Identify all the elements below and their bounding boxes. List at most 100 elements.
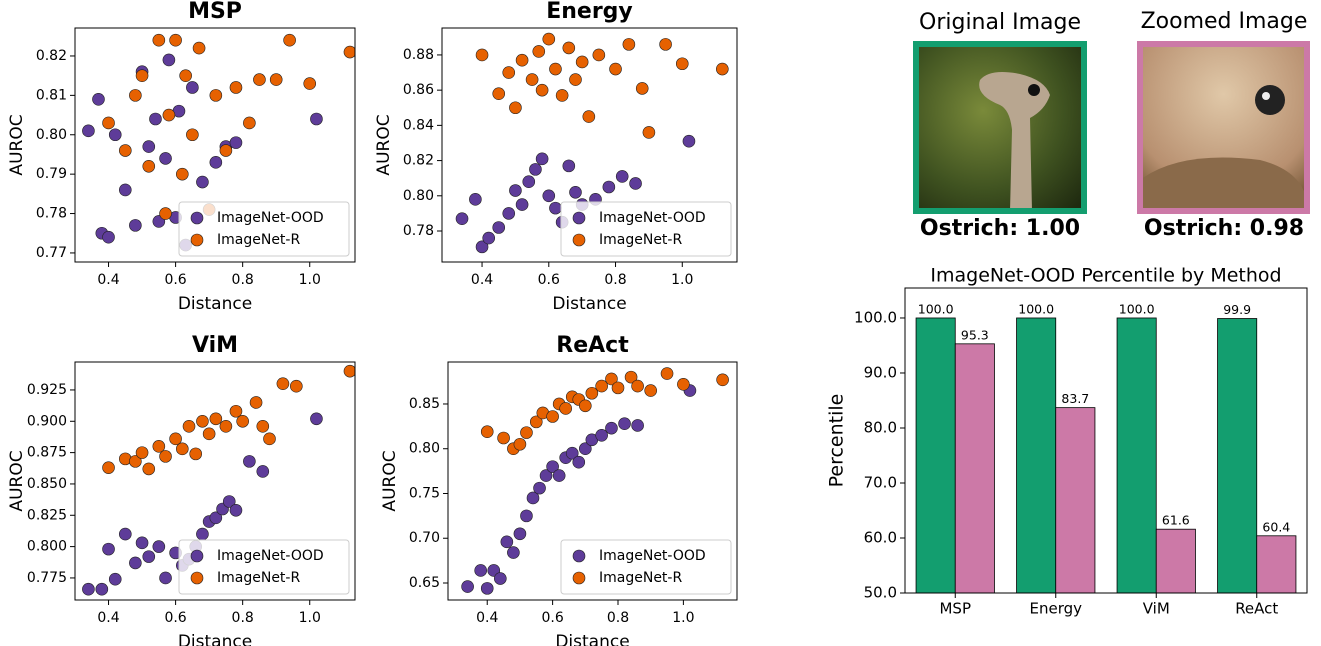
value-label: 61.6 — [1162, 513, 1190, 528]
point — [343, 45, 355, 59]
point — [515, 53, 529, 67]
bar — [1155, 528, 1196, 594]
point — [605, 421, 618, 435]
point — [256, 465, 270, 478]
point — [283, 33, 296, 47]
x-tick-label: 0.4 — [97, 272, 119, 288]
point — [522, 175, 536, 189]
y-tick-label: 0.75 — [409, 485, 440, 501]
point — [609, 62, 622, 76]
point — [142, 462, 156, 476]
point — [196, 175, 209, 189]
point — [475, 48, 489, 62]
point — [595, 379, 608, 393]
x-tick-label: 1.0 — [299, 610, 321, 626]
point — [539, 469, 553, 482]
bar — [915, 317, 956, 594]
legend-label: ImageNet-OOD — [217, 210, 324, 226]
legend-label: ImageNet-OOD — [599, 210, 706, 226]
point — [526, 491, 540, 505]
point — [549, 201, 562, 215]
point — [475, 240, 489, 254]
point — [102, 542, 115, 556]
point — [263, 432, 276, 446]
point — [480, 425, 494, 439]
point — [675, 57, 689, 71]
point — [159, 207, 172, 220]
point — [82, 582, 95, 596]
point — [209, 89, 223, 102]
point — [629, 177, 642, 190]
point — [142, 159, 156, 173]
point — [579, 442, 592, 456]
x-tick-label: Energy — [1029, 600, 1082, 618]
point — [95, 582, 109, 596]
point — [659, 38, 672, 51]
x-tick-label: 0.4 — [97, 610, 119, 626]
y-axis-label: AUROC — [7, 114, 27, 175]
point — [579, 399, 592, 413]
legend-label: ImageNet-R — [217, 232, 300, 248]
point — [542, 189, 556, 203]
image-caption: Ostrich: 1.00 — [920, 216, 1080, 241]
bar — [1217, 318, 1258, 594]
point — [482, 231, 496, 245]
bar — [954, 343, 995, 594]
point — [682, 134, 696, 148]
point — [243, 455, 256, 468]
point — [502, 66, 516, 79]
point — [135, 446, 149, 459]
point — [644, 384, 657, 397]
point — [129, 89, 142, 102]
point — [202, 427, 216, 441]
legend-label: ImageNet-OOD — [599, 548, 706, 564]
point — [585, 386, 599, 400]
legend-box — [560, 539, 732, 595]
point — [229, 136, 243, 149]
point — [243, 116, 256, 130]
frame — [904, 287, 1308, 594]
legend-label: ImageNet-R — [599, 570, 682, 586]
x-tick-label: 1.0 — [672, 610, 694, 626]
point — [535, 83, 549, 97]
point — [176, 442, 189, 456]
zoomed-image — [1137, 41, 1310, 214]
point — [520, 509, 533, 523]
x-tick-label: ReAct — [1235, 600, 1278, 618]
point — [562, 159, 576, 173]
point — [532, 45, 546, 58]
point — [455, 212, 469, 225]
point — [182, 419, 196, 433]
bar — [1116, 317, 1157, 594]
point — [572, 455, 586, 469]
point — [222, 495, 236, 508]
point — [513, 527, 527, 541]
legend-label: ImageNet-R — [599, 232, 682, 248]
x-axis-label: Distance — [555, 632, 629, 646]
y-tick-label: 0.77 — [36, 245, 67, 261]
y-tick-label: 0.82 — [36, 48, 67, 64]
y-axis-label: AUROC — [7, 450, 27, 511]
point — [152, 440, 166, 453]
y-axis-label: AUROC — [380, 450, 400, 511]
point — [269, 73, 283, 86]
point — [256, 419, 270, 433]
plot-area — [461, 367, 729, 595]
y-tick-label: 0.775 — [27, 570, 67, 586]
legend-label: ImageNet-R — [217, 570, 300, 586]
x-tick-label: ViM — [1143, 600, 1170, 618]
y-tick-label: 80.0 — [864, 418, 897, 436]
point — [660, 367, 674, 380]
point — [310, 412, 323, 426]
image-title: Zoomed Image — [1141, 9, 1308, 34]
image-title: Original Image — [919, 10, 1081, 35]
x-axis-label: Distance — [178, 632, 252, 646]
y-tick-label: 0.925 — [27, 382, 67, 398]
point — [209, 511, 223, 525]
value-label: 100.0 — [918, 301, 954, 316]
point — [192, 41, 206, 55]
y-tick-label: 0.79 — [36, 166, 67, 182]
y-tick-label: 100.0 — [854, 308, 897, 326]
point — [533, 481, 546, 495]
